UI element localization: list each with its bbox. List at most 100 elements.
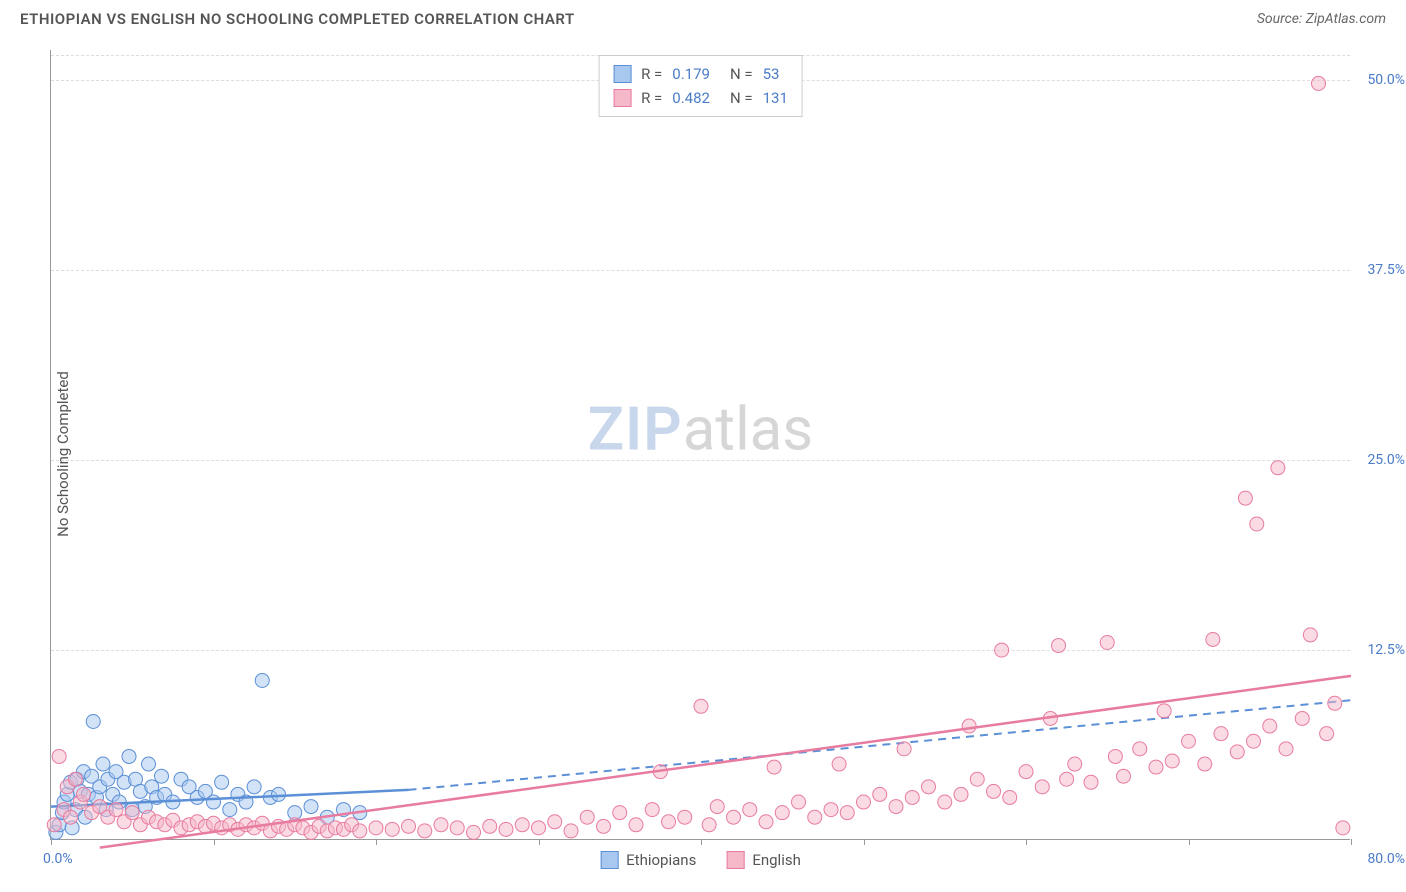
data-point xyxy=(1165,754,1179,768)
x-axis-end-label: 80.0% xyxy=(1367,851,1405,867)
data-point xyxy=(47,818,61,832)
data-point xyxy=(824,803,838,817)
data-point xyxy=(532,821,546,835)
legend-series-item: Ethiopians xyxy=(600,851,696,869)
data-point xyxy=(1214,727,1228,741)
x-tick xyxy=(1351,839,1352,845)
data-point xyxy=(580,810,594,824)
data-point xyxy=(155,769,169,783)
legend-series-label: English xyxy=(752,851,801,869)
data-point xyxy=(840,806,854,820)
data-point xyxy=(1133,742,1147,756)
data-point xyxy=(922,780,936,794)
data-point xyxy=(255,673,269,687)
data-point xyxy=(1182,734,1196,748)
data-point xyxy=(499,822,513,836)
data-point xyxy=(467,825,481,839)
legend-swatch xyxy=(613,89,631,107)
scatter-svg xyxy=(51,50,1350,839)
data-point xyxy=(369,821,383,835)
data-point xyxy=(52,749,66,763)
legend-series-item: English xyxy=(726,851,801,869)
data-point xyxy=(207,795,221,809)
data-point xyxy=(1303,628,1317,642)
y-tick-label: 37.5% xyxy=(1367,262,1405,278)
data-point xyxy=(1320,727,1334,741)
data-point xyxy=(68,772,82,786)
data-point xyxy=(808,810,822,824)
data-point xyxy=(1019,765,1033,779)
data-point xyxy=(743,803,757,817)
data-point xyxy=(970,772,984,786)
data-point xyxy=(897,742,911,756)
y-tick-label: 50.0% xyxy=(1367,72,1405,88)
data-point xyxy=(938,795,952,809)
legend-series-label: Ethiopians xyxy=(626,851,696,869)
data-point xyxy=(122,749,136,763)
chart-title: ETHIOPIAN VS ENGLISH NO SCHOOLING COMPLE… xyxy=(20,10,575,28)
x-tick xyxy=(1026,839,1027,845)
data-point xyxy=(96,757,110,771)
data-point xyxy=(962,719,976,733)
data-point xyxy=(77,787,91,801)
data-point xyxy=(792,795,806,809)
data-point xyxy=(418,824,432,838)
data-point xyxy=(1328,696,1342,710)
r-value: 0.482 xyxy=(672,86,710,110)
data-point xyxy=(1247,734,1261,748)
data-point xyxy=(694,699,708,713)
data-point xyxy=(987,784,1001,798)
source-label: Source: ZipAtlas.com xyxy=(1257,11,1386,27)
data-point xyxy=(995,643,1009,657)
n-value: 131 xyxy=(763,86,788,110)
data-point xyxy=(215,775,229,789)
data-point xyxy=(434,818,448,832)
r-label: R = xyxy=(641,62,662,86)
data-point xyxy=(832,757,846,771)
n-label: N = xyxy=(730,86,753,110)
data-point xyxy=(1295,711,1309,725)
data-point xyxy=(86,715,100,729)
data-point xyxy=(109,803,123,817)
data-point xyxy=(304,800,318,814)
data-point xyxy=(548,815,562,829)
data-point xyxy=(597,819,611,833)
data-point xyxy=(775,806,789,820)
data-point xyxy=(889,800,903,814)
data-point xyxy=(613,806,627,820)
data-point xyxy=(1250,517,1264,531)
data-point xyxy=(1263,719,1277,733)
data-point xyxy=(767,760,781,774)
data-point xyxy=(1279,742,1293,756)
correlation-legend: R = 0.179 N = 53 R = 0.482 N = 131 xyxy=(598,55,803,117)
data-point xyxy=(727,810,741,824)
data-point xyxy=(483,819,497,833)
legend-swatch xyxy=(726,851,744,869)
data-point xyxy=(1271,461,1285,475)
data-point xyxy=(1100,636,1114,650)
data-point xyxy=(1060,772,1074,786)
data-point xyxy=(1238,491,1252,505)
chart-plot-area: No Schooling Completed 12.5%25.0%37.5%50… xyxy=(50,50,1350,840)
data-point xyxy=(385,822,399,836)
x-tick xyxy=(701,839,702,845)
data-point xyxy=(645,803,659,817)
data-point xyxy=(873,787,887,801)
x-tick xyxy=(214,839,215,845)
data-point xyxy=(1108,749,1122,763)
legend-swatch xyxy=(613,65,631,83)
data-point xyxy=(1206,632,1220,646)
data-point xyxy=(1157,704,1171,718)
data-point xyxy=(223,803,237,817)
data-point xyxy=(662,815,676,829)
x-tick xyxy=(864,839,865,845)
data-point xyxy=(1230,745,1244,759)
data-point xyxy=(272,787,286,801)
y-tick-label: 25.0% xyxy=(1367,452,1405,468)
data-point xyxy=(1198,757,1212,771)
legend-correlation-row: R = 0.179 N = 53 xyxy=(613,62,788,86)
data-point xyxy=(1068,757,1082,771)
n-label: N = xyxy=(730,62,753,86)
data-point xyxy=(759,815,773,829)
data-point xyxy=(515,818,529,832)
